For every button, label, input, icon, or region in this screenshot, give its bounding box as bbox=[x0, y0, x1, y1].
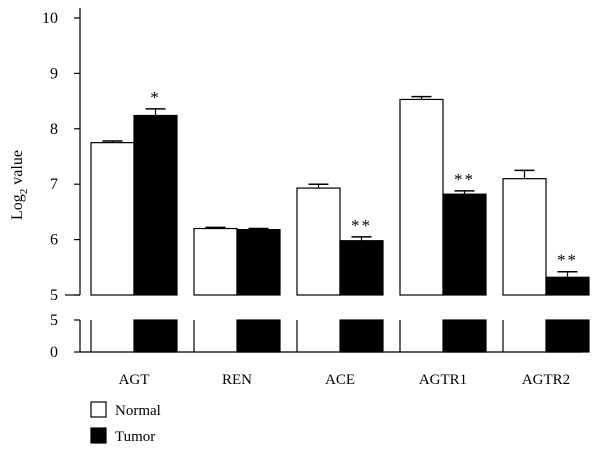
bar-lower-tumor-agtr2 bbox=[545, 319, 590, 353]
y-axis-label: Log2 value bbox=[9, 150, 30, 220]
bar-tumor-ace bbox=[339, 240, 384, 296]
bar-tumor-agtr1 bbox=[442, 193, 487, 296]
significance-mark: ** bbox=[351, 216, 372, 235]
y-tick-labels-upper: 5 6 7 8 9 10 bbox=[42, 10, 80, 304]
bar-tumor-ren bbox=[236, 229, 281, 296]
legend-swatch-tumor bbox=[90, 427, 107, 444]
legend-label-normal: Normal bbox=[115, 403, 161, 419]
y-tick-labels-lower: 05 bbox=[50, 312, 80, 361]
bar-tumor-agt bbox=[133, 114, 178, 296]
y-tick-label: 5 bbox=[50, 312, 58, 329]
bars-group: ******* bbox=[90, 88, 590, 353]
category-labels: AGT REN ACE AGTR1 AGTR2 bbox=[119, 372, 571, 388]
category-label: ACE bbox=[325, 372, 355, 388]
y-tick-label: 7 bbox=[50, 176, 58, 193]
y-tick-label: 0 bbox=[50, 344, 58, 361]
y-tick-label: 9 bbox=[50, 65, 58, 82]
legend-swatch-normal bbox=[90, 401, 107, 418]
bar-normal-agtr1 bbox=[399, 98, 444, 296]
legend: Normal Tumor bbox=[90, 401, 161, 445]
bar-normal-ace bbox=[296, 187, 341, 296]
y-tick-label: 8 bbox=[50, 121, 58, 138]
legend-label-tumor: Tumor bbox=[115, 429, 155, 445]
category-label: AGTR1 bbox=[419, 372, 467, 388]
y-tick-label: 5 bbox=[50, 287, 58, 304]
bar-lower-tumor-agt bbox=[133, 319, 178, 353]
bar-tumor-agtr2 bbox=[545, 276, 590, 296]
significance-mark: ** bbox=[454, 170, 475, 189]
bar-normal-ren bbox=[193, 227, 238, 296]
category-label: AGT bbox=[119, 372, 150, 388]
bar-lower-tumor-agtr1 bbox=[442, 319, 487, 353]
y-tick-label: 6 bbox=[50, 232, 58, 249]
category-label: REN bbox=[222, 372, 252, 388]
bar-normal-agt bbox=[90, 142, 135, 296]
bar-lower-tumor-ren bbox=[236, 319, 281, 353]
category-label: AGTR2 bbox=[522, 372, 570, 388]
y-axis-label-subscript: 2 bbox=[18, 189, 30, 195]
bar-normal-agtr2 bbox=[502, 178, 547, 296]
significance-mark: ** bbox=[557, 251, 578, 270]
y-tick-label: 10 bbox=[42, 10, 58, 27]
bar-lower-tumor-ace bbox=[339, 319, 384, 353]
significance-mark: * bbox=[150, 88, 161, 107]
